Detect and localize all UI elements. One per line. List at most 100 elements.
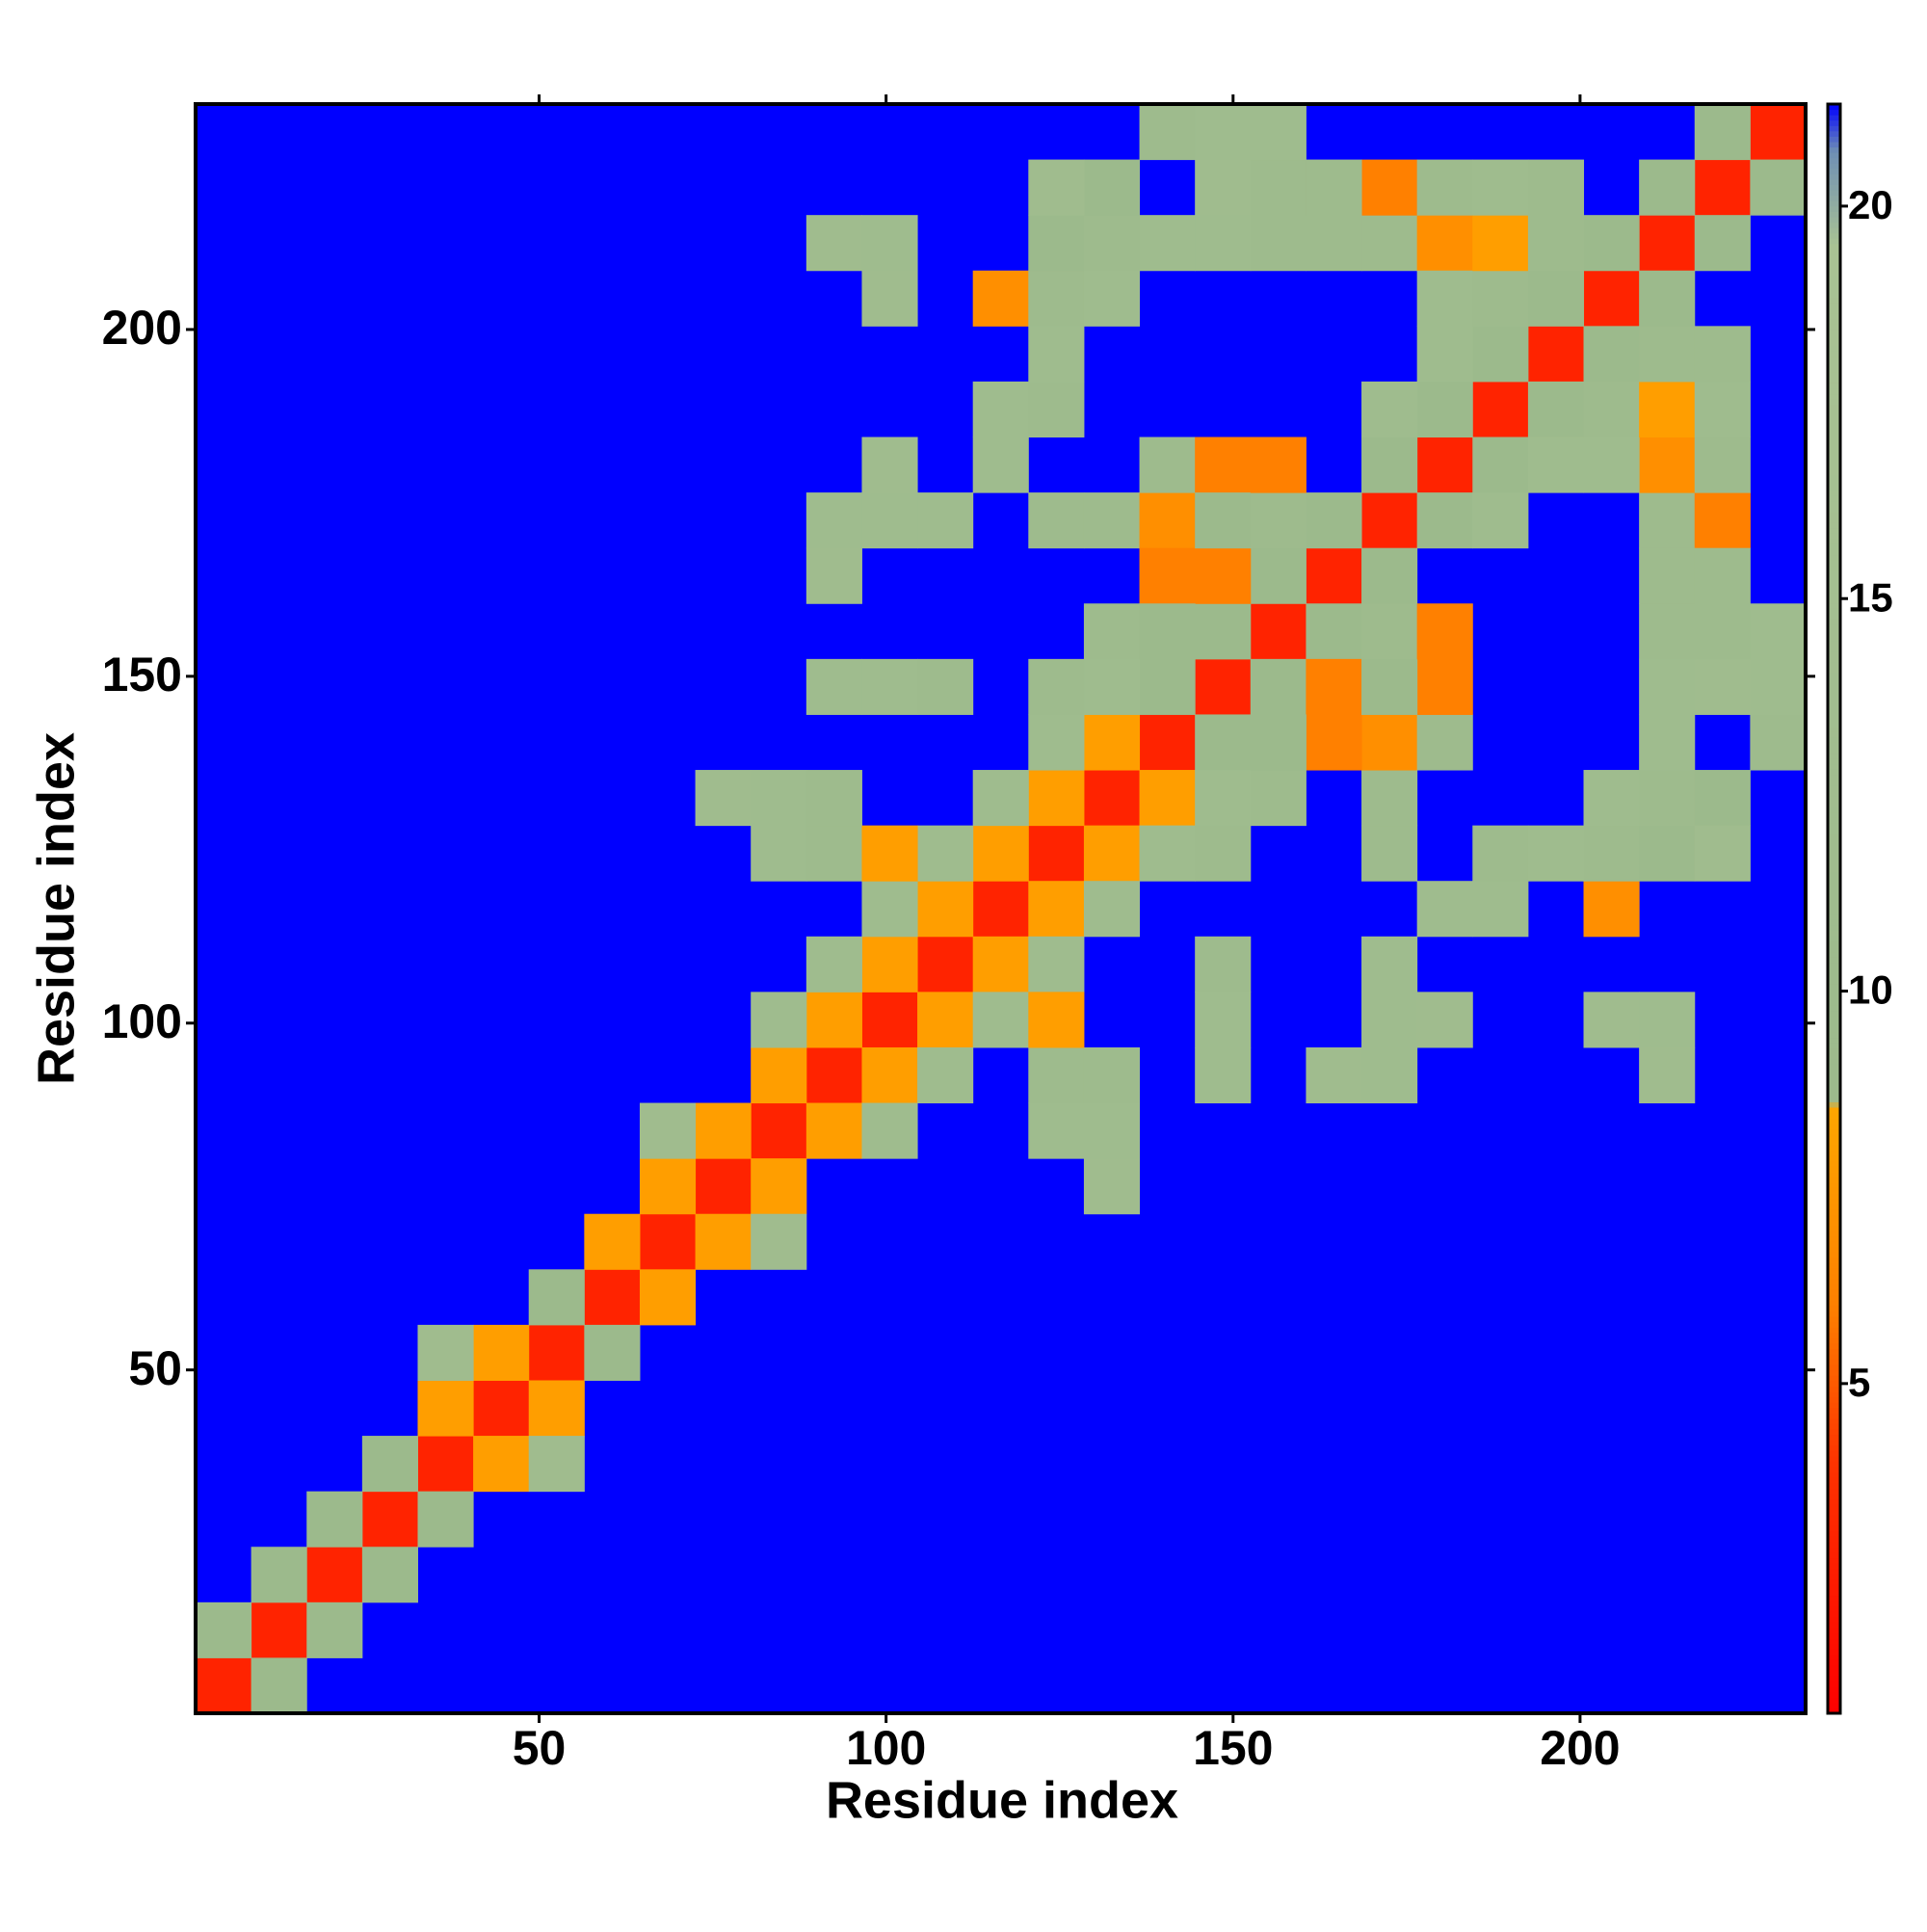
heatmap-cell bbox=[1028, 825, 1085, 882]
heatmap-cell bbox=[861, 992, 918, 1048]
y-axis-title: Residue index bbox=[27, 732, 85, 1085]
colorbar-segment bbox=[1828, 329, 1840, 335]
heatmap-cell bbox=[1527, 381, 1585, 438]
colorbar-segment bbox=[1828, 1364, 1840, 1371]
colorbar-segment bbox=[1828, 1058, 1840, 1065]
colorbar-segment bbox=[1828, 1284, 1840, 1290]
heatmap-cell bbox=[805, 658, 862, 715]
colorbar-segment bbox=[1828, 479, 1840, 486]
colorbar-segment bbox=[1828, 1155, 1840, 1162]
heatmap-cell bbox=[1139, 104, 1196, 161]
heatmap-cell bbox=[251, 1657, 307, 1714]
colorbar-segment bbox=[1828, 592, 1840, 598]
colorbar-segment bbox=[1828, 1676, 1840, 1682]
heatmap-cell bbox=[861, 881, 918, 938]
heatmap-cell bbox=[1083, 881, 1141, 938]
colorbar-segment bbox=[1828, 613, 1840, 620]
colorbar-segment bbox=[1828, 957, 1840, 964]
colorbar-segment bbox=[1828, 1525, 1840, 1532]
heatmap-cell bbox=[1361, 992, 1418, 1048]
colorbar-segment bbox=[1828, 1047, 1840, 1054]
colorbar-segment bbox=[1828, 1622, 1840, 1628]
heatmap-cell bbox=[1639, 270, 1696, 327]
colorbar-segment bbox=[1828, 452, 1840, 459]
heatmap-cell bbox=[1639, 825, 1696, 882]
heatmap-cell bbox=[1583, 992, 1640, 1048]
colorbar-segment bbox=[1828, 1707, 1840, 1714]
colorbar-segment bbox=[1828, 673, 1840, 679]
heatmap-cell bbox=[306, 1601, 363, 1658]
heatmap-cell bbox=[1083, 159, 1141, 216]
heatmap-cell bbox=[1250, 159, 1307, 216]
colorbar-segment bbox=[1828, 972, 1840, 979]
colorbar-segment bbox=[1828, 146, 1840, 153]
colorbar-segment bbox=[1828, 801, 1840, 807]
colorbar-segment bbox=[1828, 758, 1840, 765]
heatmap-cell bbox=[917, 492, 974, 549]
colorbar-segment bbox=[1828, 1428, 1840, 1436]
colorbar-segment bbox=[1828, 512, 1840, 518]
colorbar-segment bbox=[1828, 597, 1840, 604]
colorbar-segment bbox=[1828, 1498, 1840, 1505]
colorbar-segment bbox=[1828, 1273, 1840, 1280]
heatmap-cell bbox=[306, 1547, 363, 1603]
colorbar-segment bbox=[1828, 849, 1840, 856]
colorbar-segment bbox=[1828, 1659, 1840, 1666]
heatmap-cell bbox=[1472, 492, 1529, 549]
heatmap-cell bbox=[1250, 437, 1307, 493]
heatmap-cell bbox=[1750, 159, 1807, 216]
heatmap-cell bbox=[528, 1436, 585, 1493]
heatmap-cell bbox=[972, 881, 1029, 938]
colorbar-frame bbox=[1826, 102, 1842, 1715]
heatmap-cell bbox=[1694, 381, 1751, 438]
heatmap-cell bbox=[805, 1102, 862, 1159]
heatmap-cell bbox=[1639, 547, 1696, 604]
colorbar-segment bbox=[1828, 1552, 1840, 1559]
heatmap-cell bbox=[1694, 326, 1751, 383]
colorbar-segment bbox=[1828, 1697, 1840, 1704]
heatmap-cell bbox=[751, 825, 807, 882]
heatmap-cell bbox=[805, 992, 862, 1048]
heatmap-cell bbox=[1139, 215, 1196, 272]
colorbar-segment bbox=[1828, 1515, 1840, 1522]
colorbar-segment bbox=[1828, 1128, 1840, 1135]
heatmap-cell bbox=[1639, 492, 1696, 549]
colorbar-segment bbox=[1828, 104, 1840, 111]
heatmap-cell bbox=[1583, 437, 1640, 493]
heatmap-cell bbox=[972, 381, 1029, 438]
colorbar-segment bbox=[1828, 243, 1840, 250]
heatmap-cell bbox=[1639, 770, 1696, 827]
heatmap-cell bbox=[1195, 159, 1252, 216]
colorbar-segment bbox=[1828, 1402, 1840, 1409]
colorbar-segment bbox=[1828, 753, 1840, 759]
colorbar-segment bbox=[1828, 1171, 1840, 1178]
colorbar-segment bbox=[1828, 1231, 1840, 1237]
heatmap-cell bbox=[417, 1380, 474, 1437]
colorbar-segment bbox=[1828, 1466, 1840, 1472]
colorbar-segment bbox=[1828, 897, 1840, 904]
colorbar-segment bbox=[1828, 1423, 1840, 1430]
colorbar-segment bbox=[1828, 334, 1840, 341]
colorbar-segment bbox=[1828, 238, 1840, 245]
heatmap-cell bbox=[1694, 825, 1751, 882]
colorbar-segment bbox=[1828, 1043, 1840, 1049]
colorbar-segment bbox=[1828, 485, 1840, 491]
colorbar-segment bbox=[1828, 1530, 1840, 1537]
colorbar-segment bbox=[1828, 1578, 1840, 1585]
colorbar-segment bbox=[1828, 1380, 1840, 1387]
colorbar-segment bbox=[1828, 276, 1840, 282]
heatmap-cell bbox=[584, 1324, 641, 1381]
heatmap-cell bbox=[473, 1324, 530, 1381]
heatmap-cell bbox=[1416, 492, 1473, 549]
heatmap-cell bbox=[1416, 437, 1473, 493]
heatmap-cell bbox=[251, 1601, 307, 1658]
heatmap-cell bbox=[1083, 1158, 1141, 1215]
colorbar-segment bbox=[1828, 887, 1840, 893]
heatmap-cell bbox=[861, 437, 918, 493]
heatmap-cell bbox=[528, 1324, 585, 1381]
colorbar-segment bbox=[1828, 1010, 1840, 1017]
colorbar-segment bbox=[1828, 999, 1840, 1006]
heatmap-cell bbox=[1250, 714, 1307, 771]
heatmap-cell bbox=[805, 1046, 862, 1104]
